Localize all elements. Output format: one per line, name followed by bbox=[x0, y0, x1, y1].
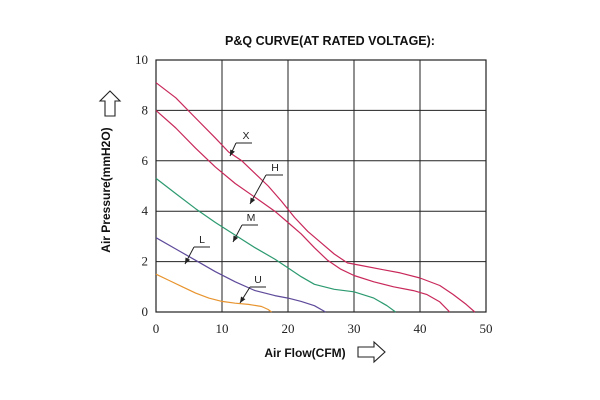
x-axis-label: Air Flow(CFM) bbox=[264, 346, 345, 360]
series-label-h: H bbox=[271, 162, 279, 174]
y-tick-label-5: 10 bbox=[135, 52, 148, 67]
x-tick-label-5: 50 bbox=[480, 321, 493, 336]
y-tick-label-2: 4 bbox=[142, 203, 149, 218]
chart-title: P&Q CURVE(AT RATED VOLTAGE): bbox=[225, 34, 435, 48]
series-line-x bbox=[155, 82, 476, 313]
y-tick-label-3: 6 bbox=[142, 153, 149, 168]
series-labels: X H M L U bbox=[184, 130, 283, 304]
x-tick-label-0: 0 bbox=[153, 321, 160, 336]
x-tick-labels: 0 10 20 30 40 50 bbox=[153, 321, 493, 336]
x-tick-label-4: 40 bbox=[414, 321, 427, 336]
series-label-arrowhead-x bbox=[230, 149, 235, 156]
y-tick-labels: 0 2 4 6 8 10 bbox=[135, 52, 149, 319]
y-tick-label-0: 0 bbox=[142, 304, 149, 319]
x-tick-label-2: 20 bbox=[282, 321, 295, 336]
series-line-m bbox=[155, 177, 396, 313]
series-label-x: X bbox=[242, 130, 249, 142]
x-tick-label-3: 30 bbox=[348, 321, 361, 336]
series-line-h bbox=[155, 109, 451, 313]
grid bbox=[155, 59, 487, 313]
series-label-l: L bbox=[199, 234, 205, 246]
series-line-u bbox=[155, 273, 272, 313]
up-arrow-outline-icon bbox=[98, 90, 122, 117]
series-label-arrowhead-l bbox=[185, 257, 191, 264]
series-label-arrowhead-h bbox=[250, 197, 256, 204]
y-tick-label-1: 2 bbox=[142, 254, 149, 269]
series-lines bbox=[155, 82, 476, 313]
y-tick-label-4: 8 bbox=[142, 102, 149, 117]
plot-frame bbox=[155, 59, 487, 313]
series-label-arrowhead-u bbox=[240, 296, 246, 303]
series-label-arrowhead-m bbox=[233, 235, 239, 242]
series-label-m: M bbox=[247, 212, 256, 224]
y-axis-label: Air Pressure(mmH2O) bbox=[99, 127, 113, 252]
x-tick-label-1: 10 bbox=[216, 321, 229, 336]
right-arrow-outline-icon bbox=[357, 340, 386, 364]
series-label-u: U bbox=[254, 274, 262, 286]
